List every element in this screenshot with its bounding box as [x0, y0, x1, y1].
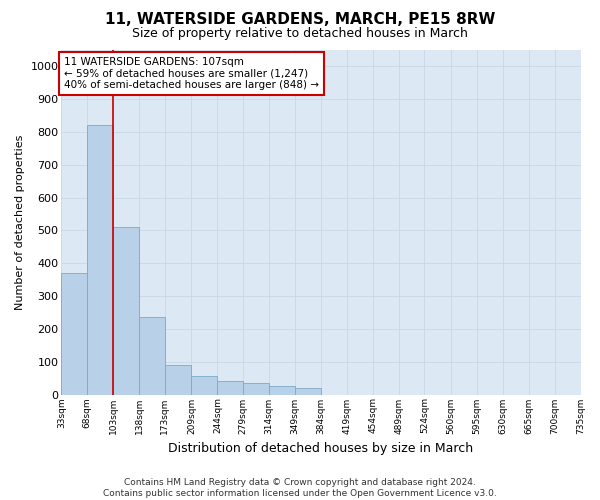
Text: 11 WATERSIDE GARDENS: 107sqm
← 59% of detached houses are smaller (1,247)
40% of: 11 WATERSIDE GARDENS: 107sqm ← 59% of de…	[64, 57, 319, 90]
Bar	[113, 227, 139, 394]
Bar	[165, 365, 191, 394]
Bar	[191, 376, 217, 394]
Bar	[269, 386, 295, 394]
Text: Contains HM Land Registry data © Crown copyright and database right 2024.
Contai: Contains HM Land Registry data © Crown c…	[103, 478, 497, 498]
Bar	[87, 126, 113, 394]
Bar	[217, 382, 243, 394]
Bar	[295, 388, 321, 394]
X-axis label: Distribution of detached houses by size in March: Distribution of detached houses by size …	[169, 442, 473, 455]
Text: Size of property relative to detached houses in March: Size of property relative to detached ho…	[132, 28, 468, 40]
Text: 11, WATERSIDE GARDENS, MARCH, PE15 8RW: 11, WATERSIDE GARDENS, MARCH, PE15 8RW	[105, 12, 495, 28]
Bar	[61, 273, 87, 394]
Y-axis label: Number of detached properties: Number of detached properties	[15, 134, 25, 310]
Bar	[243, 383, 269, 394]
Bar	[139, 318, 165, 394]
